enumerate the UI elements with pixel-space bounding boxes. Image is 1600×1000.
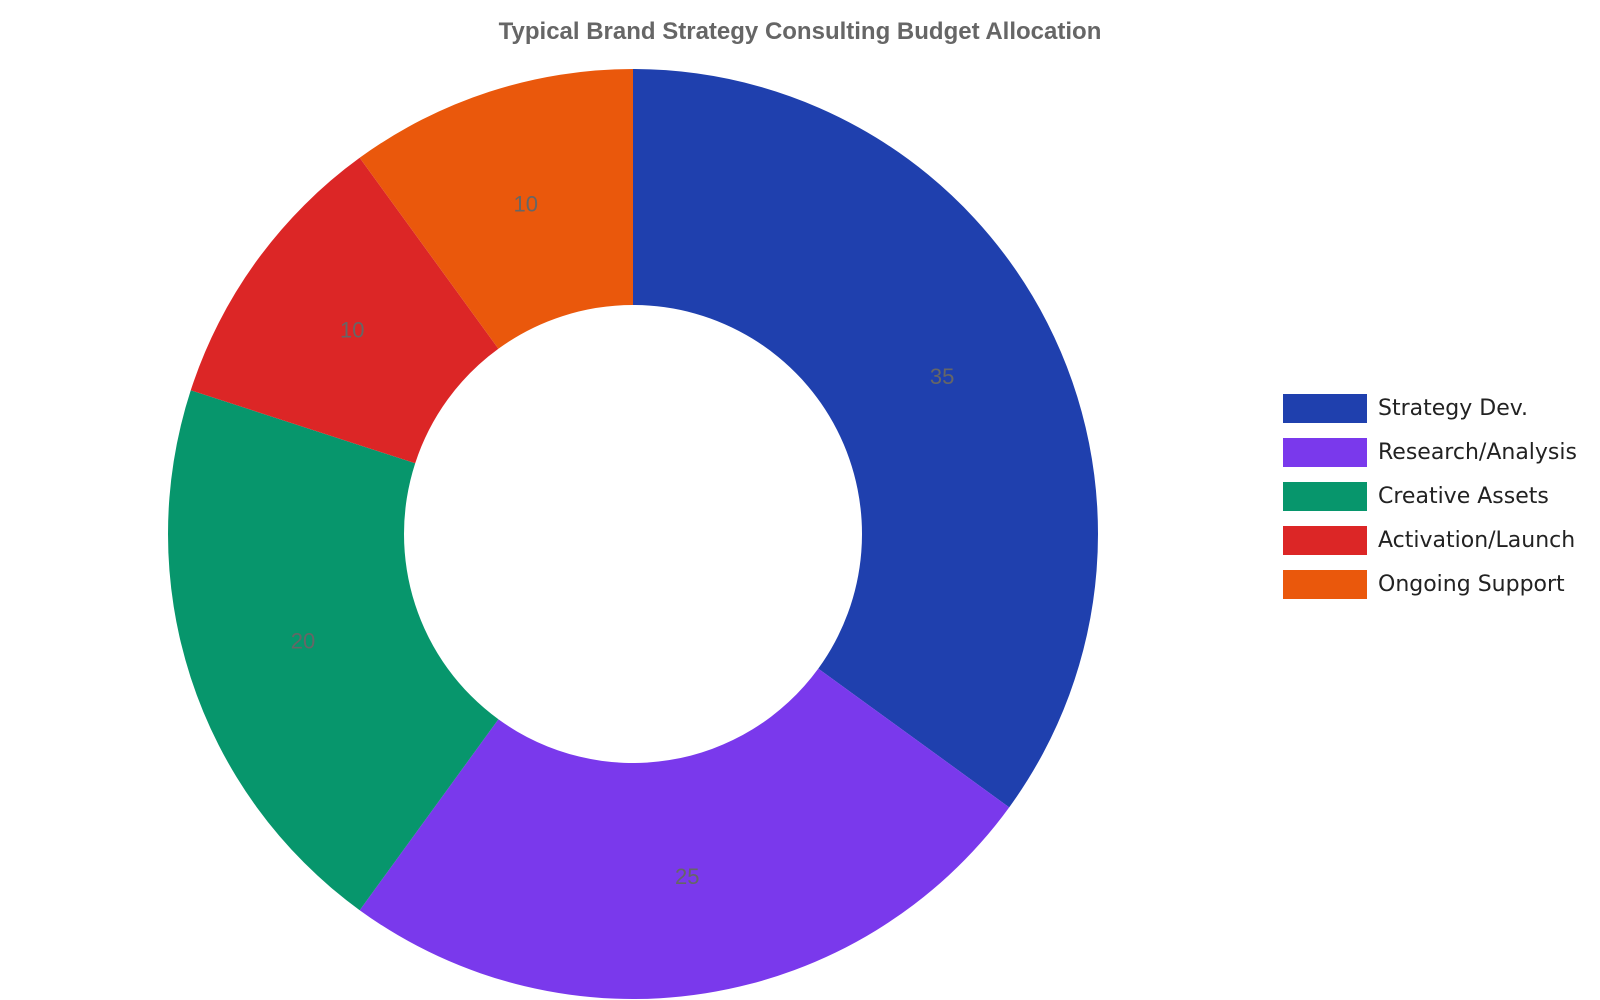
chart-title: Typical Brand Strategy Consulting Budget… <box>498 18 1102 45</box>
slice-value-label: 25 <box>675 864 699 889</box>
slice-ongoing-support[interactable] <box>359 69 633 349</box>
legend-label: Research/Analysis <box>1378 440 1577 465</box>
slice-creative-assets[interactable] <box>168 390 499 911</box>
legend-swatch <box>1283 570 1367 599</box>
slice-research-analysis[interactable] <box>359 668 1010 999</box>
slice-value-label: 35 <box>930 364 954 389</box>
legend-swatch <box>1283 394 1367 423</box>
legend: Strategy Dev. Research/Analysis Creative A… <box>1283 394 1577 614</box>
legend-swatch <box>1283 526 1367 555</box>
legend-swatch <box>1283 438 1367 467</box>
legend-item[interactable]: Creative Assets <box>1283 482 1577 511</box>
slice-value-label: 10 <box>340 318 364 343</box>
legend-item[interactable]: Activation/Launch <box>1283 526 1577 555</box>
legend-label: Activation/Launch <box>1378 528 1576 553</box>
legend-item[interactable]: Ongoing Support <box>1283 570 1577 599</box>
slice-value-label: 20 <box>291 629 315 654</box>
legend-label: Creative Assets <box>1378 484 1549 509</box>
legend-swatch <box>1283 482 1367 511</box>
legend-label: Strategy Dev. <box>1378 396 1529 421</box>
slice-strategy-dev[interactable] <box>633 69 1099 808</box>
legend-label: Ongoing Support <box>1378 572 1565 597</box>
legend-item[interactable]: Research/Analysis <box>1283 438 1577 467</box>
legend-item[interactable]: Strategy Dev. <box>1283 394 1577 423</box>
slice-value-label: 10 <box>514 191 538 216</box>
slice-activation-launch[interactable] <box>190 157 499 464</box>
